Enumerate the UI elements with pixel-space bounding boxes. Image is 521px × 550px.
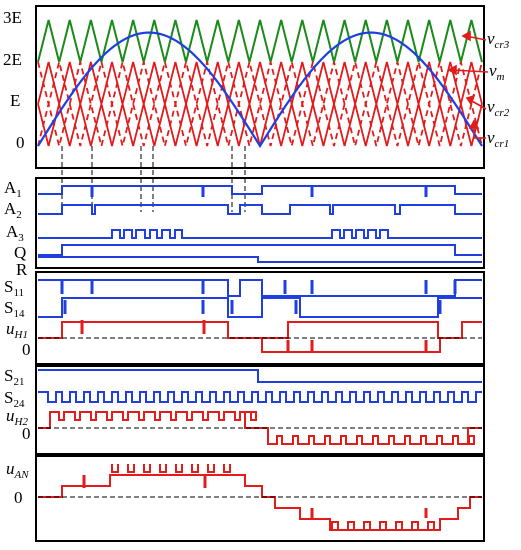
- trace-s21: [38, 369, 482, 383]
- ytick-2e: 2E: [3, 50, 22, 69]
- notch-uan-pos: [111, 464, 119, 473]
- trace-a1: [38, 185, 482, 195]
- notch-uan-neg: [379, 521, 387, 530]
- notch-uan-neg: [347, 521, 355, 530]
- ytick-e: E: [10, 91, 20, 110]
- phase-output-signal: [38, 464, 482, 531]
- trace-r: [38, 256, 482, 263]
- notch-uan-pos: [223, 464, 231, 473]
- trace-a3: [38, 229, 482, 239]
- cell1-panel-frame: [35, 271, 485, 365]
- cell2-signals: [38, 369, 482, 445]
- notch-uan-pos: [159, 464, 167, 473]
- label-a1: A1: [4, 178, 22, 200]
- notch-uan-pos: [207, 464, 215, 473]
- carrier-vcr2: [37, 61, 483, 105]
- cell1-signals: [38, 279, 482, 353]
- carrier-vcr1: [37, 103, 483, 147]
- label-q: Q: [14, 243, 26, 262]
- ytick-3e: 3E: [3, 8, 22, 27]
- legend-vcr1: vcr1: [487, 128, 509, 150]
- notch-uan-pos: [175, 464, 183, 473]
- carrier-panel-frame: [35, 5, 485, 169]
- trace-a2: [38, 204, 482, 215]
- label-s24: S24: [4, 388, 25, 410]
- trace-uh1-neg: [261, 338, 441, 353]
- notch-uan-pos: [143, 464, 151, 473]
- label-a3: A3: [6, 222, 24, 244]
- label-s21: S21: [4, 366, 24, 388]
- carrier-vcr2-dashed: [37, 61, 483, 105]
- notch-uan-neg: [411, 521, 419, 530]
- label-uh1: uH1: [6, 319, 28, 341]
- label-uh2: uH2: [6, 406, 28, 428]
- phase-output-panel-frame: [35, 455, 485, 542]
- legend-arrows: [447, 30, 489, 139]
- legend-vcr2: vcr2: [487, 97, 510, 119]
- notch-uan-neg: [363, 521, 371, 530]
- legend-vcr3: vcr3: [487, 29, 510, 51]
- notch-uan-pos: [127, 464, 135, 473]
- guide-lines: [61, 146, 246, 212]
- label-r: R: [16, 260, 28, 279]
- label-s14: S14: [4, 298, 25, 320]
- modulating-vm: [37, 31, 483, 149]
- trace-s11: [38, 279, 482, 297]
- logic-panel-frame: [35, 177, 485, 269]
- carrier-waveforms: [37, 19, 483, 147]
- trace-q: [38, 244, 482, 256]
- label-s11: S11: [4, 277, 24, 299]
- trace-s14: [38, 297, 482, 318]
- ytick-0: 0: [16, 133, 25, 152]
- label-zero-cell2: 0: [22, 424, 31, 443]
- logic-signals: [38, 185, 482, 263]
- legend-vm: vm: [489, 61, 505, 83]
- trace-uh1: [38, 321, 482, 339]
- notch-uan-pos: [191, 464, 199, 473]
- label-zero-cell1: 0: [22, 340, 31, 359]
- label-a2: A2: [4, 199, 22, 221]
- notch-uan-neg: [427, 521, 435, 530]
- cell2-panel-frame: [35, 365, 485, 455]
- notch-uan-neg: [331, 521, 339, 530]
- label-zero-uan: 0: [14, 488, 23, 507]
- carrier-vcr3: [37, 19, 483, 63]
- trace-uan: [38, 474, 482, 531]
- modulating-waveform: [37, 31, 483, 149]
- label-uan: uAN: [6, 459, 29, 481]
- carrier-vcr1-dashed: [37, 103, 483, 147]
- trace-s24: [38, 391, 482, 403]
- notch-uan-neg: [395, 521, 403, 530]
